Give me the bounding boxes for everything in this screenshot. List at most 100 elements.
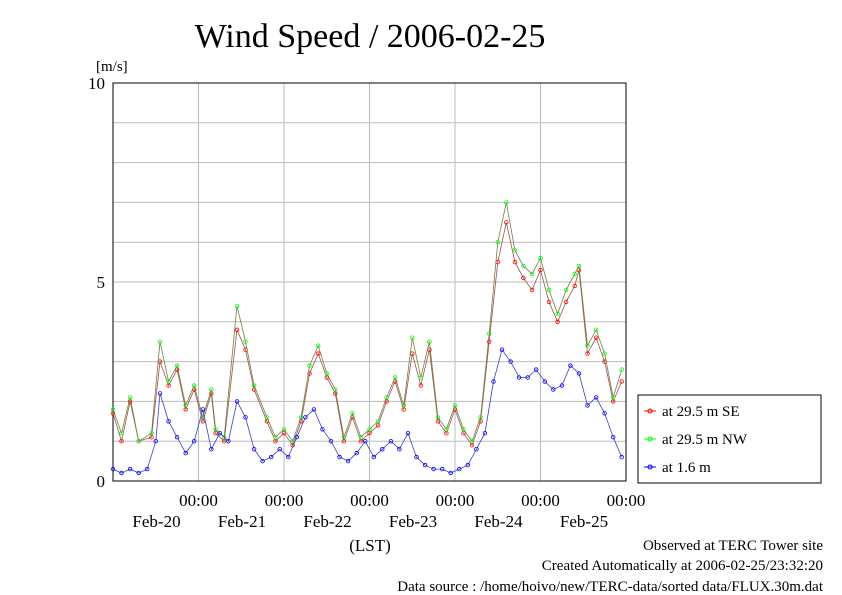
data-point [200,419,205,424]
data-point [281,427,287,432]
legend-swatch-marker [647,436,653,442]
data-point [555,319,560,324]
data-point [469,439,475,444]
data-point [487,331,492,336]
data-point [127,399,133,404]
data-point [324,371,329,376]
data-point [260,458,265,464]
x-tick-time: 00:00 [436,491,475,510]
data-point [435,415,441,420]
data-point [499,347,505,352]
x-tick-time: 00:00 [265,491,304,510]
data-point [157,339,163,344]
x-tick-time: 00:00 [179,491,218,510]
data-point [602,351,607,356]
data-point [209,387,214,392]
data-point [234,303,240,309]
x-tick-time: 00:00 [350,491,389,510]
data-point [576,263,582,269]
y-tick-label: 5 [97,273,106,292]
data-point [444,427,449,432]
data-point [440,466,445,472]
data-point [119,439,124,444]
data-point [183,450,188,456]
y-tick-label: 10 [88,74,105,93]
data-point [435,419,441,424]
series-1 [110,220,624,448]
data-point [619,454,624,460]
data-point [397,447,402,452]
legend: at 29.5 m SE at 29.5 m NW at 1.6 m [637,394,822,484]
data-point [316,351,321,356]
data-point [495,239,500,245]
x-tick-date: Feb-23 [389,512,437,531]
y-tick-label: 0 [97,472,106,491]
data-point [418,375,423,380]
data-point [136,470,141,476]
data-point [341,435,347,440]
data-point [166,379,171,384]
data-point [277,447,282,452]
data-point [431,466,436,472]
data-point [469,443,475,448]
data-point [611,435,616,440]
data-point [153,439,158,444]
data-point [529,271,535,277]
data-point [371,454,376,460]
data-point [191,439,197,444]
series-layer [110,200,624,476]
data-point [127,395,133,400]
data-point [166,419,171,424]
data-point [119,470,124,476]
data-point [127,466,133,472]
series-line [112,348,623,474]
data-point [572,271,577,277]
series-3 [110,347,624,476]
data-point [461,427,466,432]
data-point [243,415,248,420]
data-point [414,454,419,460]
data-point [149,431,154,436]
data-point [226,439,231,444]
data-point [209,447,214,452]
data-point [593,335,599,340]
series-line [112,202,623,443]
data-point [316,343,321,348]
x-tick-date: Feb-20 [132,512,180,531]
data-point [512,259,518,265]
data-point [448,470,453,476]
data-point [243,339,248,344]
data-point [576,371,582,376]
data-point [221,439,227,444]
data-point [410,335,415,340]
x-tick-date: Feb-24 [474,512,523,531]
data-point [512,247,518,253]
data-point [392,375,398,380]
x-tick-date: Feb-25 [560,512,608,531]
data-point [525,375,530,380]
data-point [119,431,124,436]
data-point [380,447,385,452]
legend-swatch-marker [647,408,653,414]
x-axis-label: (LST) [349,536,391,555]
data-point [478,415,483,420]
legend-box [637,394,822,484]
data-point [298,415,304,420]
data-point [345,458,351,464]
data-point [521,275,526,281]
data-point [350,411,355,416]
data-point [504,220,509,225]
series-line [112,222,623,447]
data-point [174,363,180,368]
data-point [542,379,547,384]
data-point [593,395,599,400]
data-point [401,403,406,408]
data-point [538,255,543,261]
data-point [427,339,432,344]
data-point [388,439,394,444]
data-point [213,427,218,432]
data-point [264,415,270,420]
data-point [529,287,535,293]
data-point [534,367,539,372]
